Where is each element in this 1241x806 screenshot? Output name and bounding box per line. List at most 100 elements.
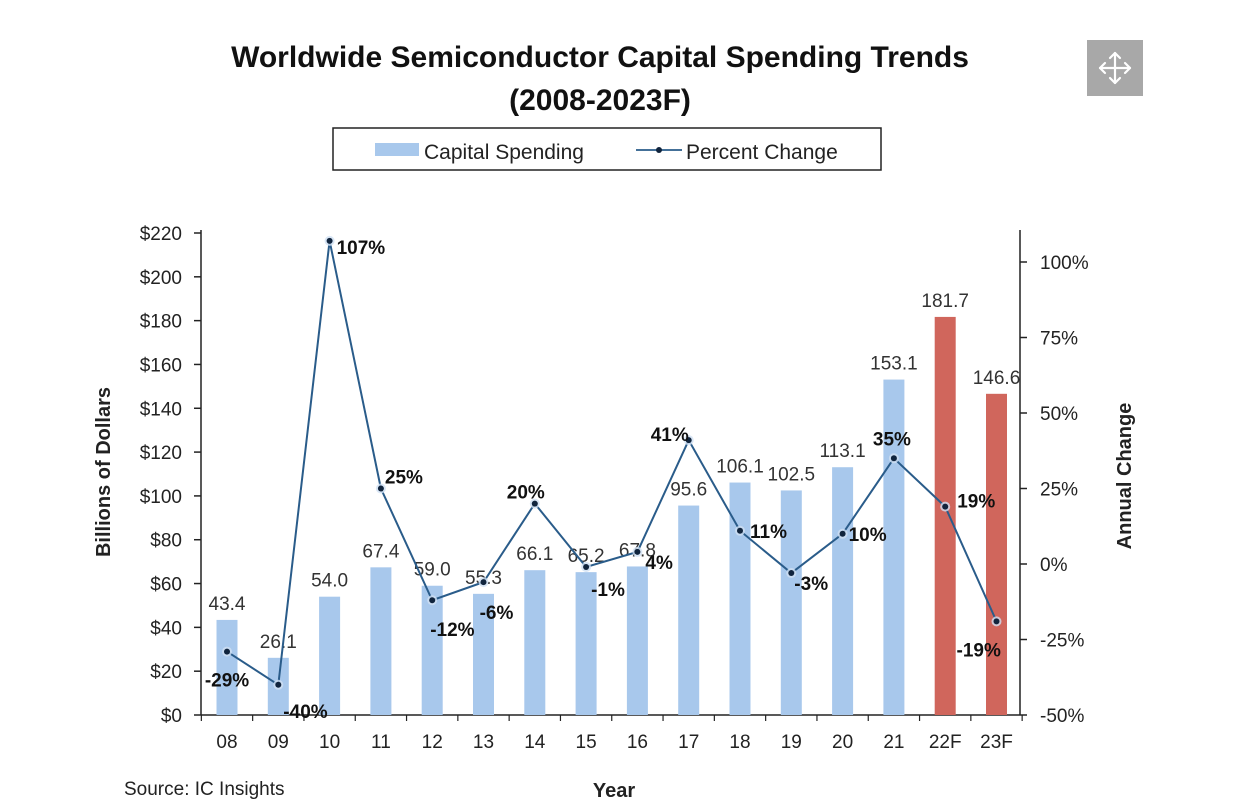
bar [575, 572, 597, 715]
right-tick-label: -50% [1040, 706, 1084, 727]
bar-value-label: 181.7 [921, 291, 969, 312]
percent-label: -40% [283, 702, 327, 723]
chart-title-line2: (2008-2023F) [509, 84, 691, 117]
left-tick-label: $140 [140, 399, 182, 420]
right-y-ticks: -50% -25% 0% 25% 50% 75% 100% [1020, 253, 1089, 727]
left-tick-label: $220 [140, 224, 182, 245]
percent-marker [531, 500, 538, 507]
percent-marker [839, 530, 846, 537]
bar [780, 490, 802, 715]
percent-marker [275, 681, 282, 688]
legend-marker-percent-change [656, 147, 662, 153]
percent-marker [326, 237, 333, 244]
left-tick-label: $160 [140, 355, 182, 376]
left-tick-label: $0 [161, 706, 182, 727]
bars [216, 316, 1007, 715]
percent-label: 20% [507, 483, 545, 504]
bar [626, 566, 648, 715]
bar [934, 316, 956, 715]
left-tick-label: $80 [150, 531, 182, 552]
x-ticks: 08 09 10 11 12 13 14 15 16 17 18 19 20 21 22F 23F [200, 715, 1023, 753]
left-tick-label: $20 [150, 662, 182, 683]
legend-swatch-capital-spending [375, 143, 419, 156]
left-tick-label: $60 [150, 575, 182, 596]
x-tick-label: 12 [422, 732, 443, 753]
right-axis-title: Annual Change [1114, 403, 1136, 550]
percent-marker [993, 618, 1000, 625]
percent-marker [224, 648, 230, 655]
x-tick-label: 23F [980, 732, 1013, 753]
x-axis-title: Year [593, 780, 635, 802]
bar [370, 567, 392, 715]
move-button[interactable] [1087, 40, 1143, 96]
bar-value-label: 59.0 [414, 560, 451, 581]
bar [319, 596, 341, 715]
left-tick-label: $100 [140, 487, 182, 508]
bar [832, 467, 854, 715]
x-tick-label: 15 [576, 732, 597, 753]
bar-value-label: 26.1 [260, 632, 297, 653]
bar-value-label: 65.2 [568, 546, 605, 567]
x-tick-label: 16 [627, 732, 648, 753]
bar-value-label: 43.4 [209, 594, 246, 615]
chart-title-line1: Worldwide Semiconductor Capital Spending… [231, 41, 969, 74]
bar [421, 585, 443, 715]
bar [729, 482, 751, 715]
x-tick-label: 11 [371, 732, 391, 753]
bar-labels: 43.426.154.067.459.055.366.165.267.895.6… [209, 291, 1021, 653]
legend-label-capital-spending: Capital Spending [424, 141, 584, 164]
percent-label: -12% [430, 620, 474, 641]
percent-marker [583, 564, 590, 571]
percent-label: 11% [750, 522, 787, 543]
percent-label: 107% [337, 238, 386, 259]
x-tick-label: 19 [781, 732, 802, 753]
percent-marker [890, 455, 897, 462]
percent-label: 19% [957, 492, 995, 513]
bar-value-label: 102.5 [768, 464, 816, 485]
bar-value-label: 153.1 [870, 354, 918, 375]
percent-marker [634, 548, 641, 555]
x-tick-label: 14 [524, 732, 546, 753]
percent-label: 25% [385, 468, 423, 489]
legend: Capital Spending Percent Change [332, 127, 882, 171]
legend-label-percent-change: Percent Change [686, 141, 838, 164]
percent-marker [429, 597, 436, 604]
move-arrows-icon [1098, 51, 1132, 85]
bar-value-label: 67.4 [362, 541, 399, 562]
percent-labels: -29% -40% 107% 25% -12% -6% 20% -1% 4% 41% 11% -3% 1… [205, 238, 1001, 723]
x-tick-label: 18 [729, 732, 750, 753]
percent-label: 4% [645, 553, 673, 574]
percent-marker [377, 485, 384, 492]
right-tick-label: 25% [1040, 480, 1078, 501]
left-axis-title: Billions of Dollars [93, 387, 115, 557]
right-tick-label: 0% [1040, 555, 1068, 576]
percent-marker [685, 437, 692, 444]
percent-label: -3% [794, 574, 828, 595]
right-tick-label: 75% [1040, 329, 1078, 350]
bar-value-label: 66.1 [516, 544, 553, 565]
legend-box [332, 127, 882, 171]
x-tick-label: 10 [319, 732, 340, 753]
right-tick-label: -25% [1040, 631, 1084, 652]
percent-label: 10% [849, 525, 887, 546]
percent-label: 35% [873, 429, 911, 450]
percent-marker [480, 579, 487, 586]
left-tick-label: $200 [140, 268, 182, 289]
x-tick-label: 13 [473, 732, 494, 753]
percent-label: 41% [651, 425, 689, 446]
bar [473, 593, 494, 715]
bar [678, 505, 700, 715]
bar-value-label: 106.1 [716, 457, 764, 478]
source-note: Source: IC Insights [124, 779, 285, 800]
x-tick-label: 21 [883, 732, 904, 753]
percent-label: -29% [205, 671, 249, 692]
percent-change-polyline [226, 240, 998, 687]
left-y-ticks: $0 $20 $40 $60 $80 $100 $120 $140 $160 $180 $200 $2… [140, 224, 201, 727]
left-tick-label: $180 [140, 312, 182, 333]
percent-marker [788, 570, 795, 577]
percent-change-line [222, 235, 1002, 690]
percent-marker [942, 503, 949, 510]
bar-value-label: 54.0 [311, 571, 348, 592]
percent-marker [737, 527, 743, 534]
